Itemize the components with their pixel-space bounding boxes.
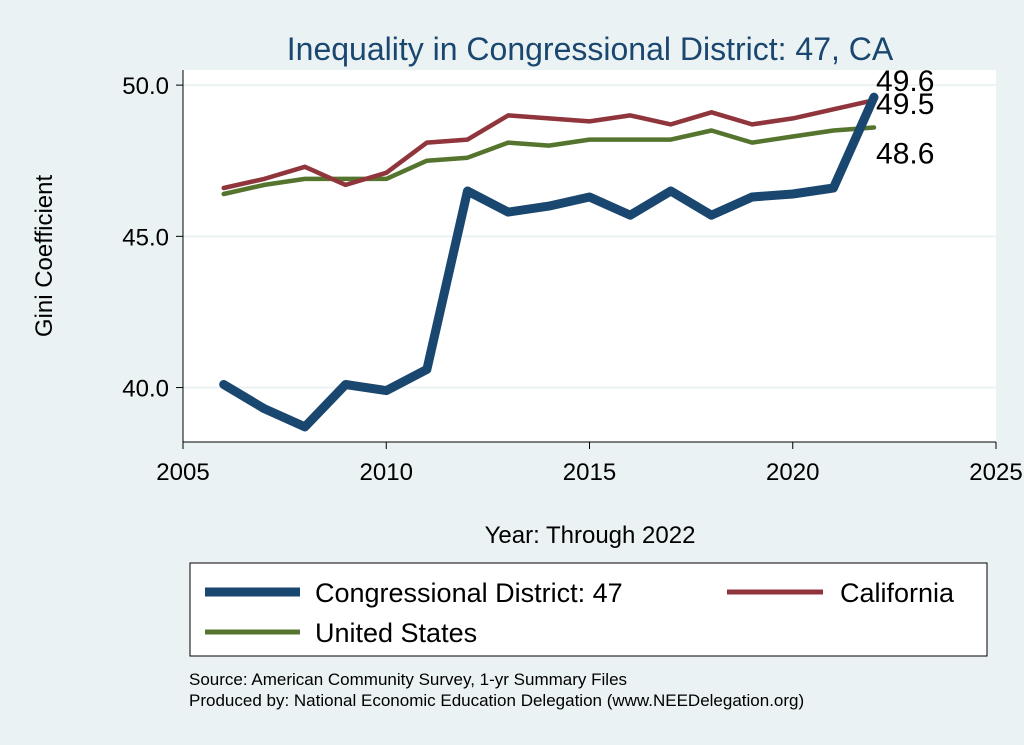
y-tick-label: 45.0: [122, 224, 169, 251]
x-tick-label: 2025: [969, 459, 1022, 486]
legend-label-united-states: United States: [315, 618, 477, 648]
series-line-california: [221, 97, 877, 191]
legend-label-california: California: [840, 578, 955, 608]
x-ticks: 2005 2010 2015 2020 2025: [156, 442, 1023, 486]
end-label-united-states: 48.6: [876, 137, 934, 170]
chart-title: Inequality in Congressional District: 47…: [287, 31, 894, 67]
legend-box: [189, 562, 988, 657]
x-tick-label: 2005: [156, 459, 209, 486]
producer-note: Produced by: National Economic Education…: [189, 691, 805, 710]
x-tick-label: 2020: [766, 459, 819, 486]
legend-label-district: Congressional District: 47: [315, 578, 623, 608]
x-tick-label: 2010: [360, 459, 413, 486]
gridlines: [183, 84, 996, 389]
series-layer: [219, 92, 879, 432]
y-tick-label: 50.0: [122, 73, 169, 100]
end-label-district: 49.6: [876, 65, 934, 98]
source-note: Source: American Community Survey, 1-yr …: [189, 670, 628, 689]
y-axis-label: Gini Coefficient: [31, 175, 58, 338]
series-line-district: [219, 92, 879, 432]
y-ticks: 40.0 45.0 50.0: [122, 73, 183, 403]
end-label-california: 49.5: [876, 88, 934, 121]
x-tick-label: 2015: [563, 459, 616, 486]
y-tick-label: 40.0: [122, 376, 169, 403]
x-axis-label: Year: Through 2022: [485, 522, 696, 549]
end-labels: 49.649.5 48.6: [876, 65, 934, 170]
